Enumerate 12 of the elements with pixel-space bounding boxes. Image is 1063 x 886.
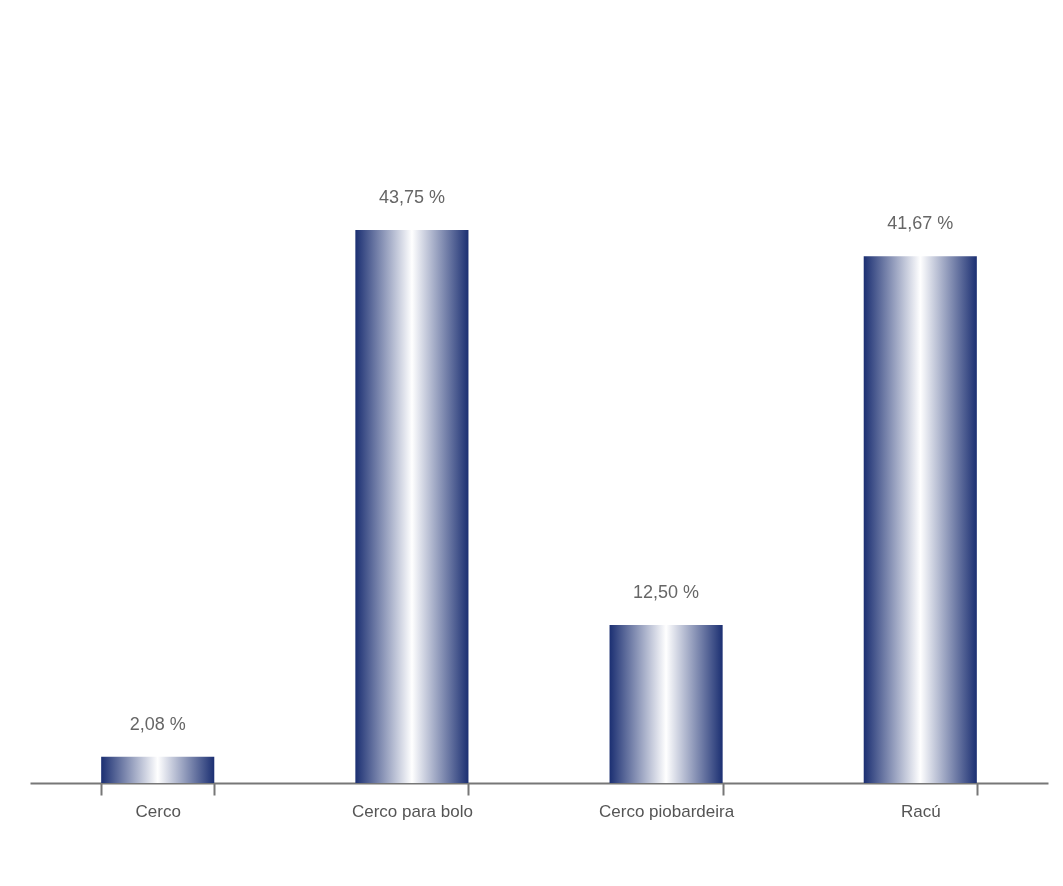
bar bbox=[355, 230, 469, 783]
bar bbox=[101, 756, 215, 783]
x-tick-label: Cerco piobardeira bbox=[599, 801, 735, 821]
bar bbox=[863, 256, 977, 783]
data-label: 2,08 % bbox=[129, 713, 186, 734]
bar bbox=[609, 625, 723, 783]
data-label: 41,67 % bbox=[887, 213, 954, 234]
data-label: 12,50 % bbox=[633, 582, 700, 602]
x-tick-label: Racú bbox=[900, 801, 941, 821]
data-label: 43,75 % bbox=[378, 187, 445, 207]
x-tick-label: Cerco para bolo bbox=[351, 801, 473, 821]
x-tick-label: Cerco bbox=[135, 801, 181, 821]
